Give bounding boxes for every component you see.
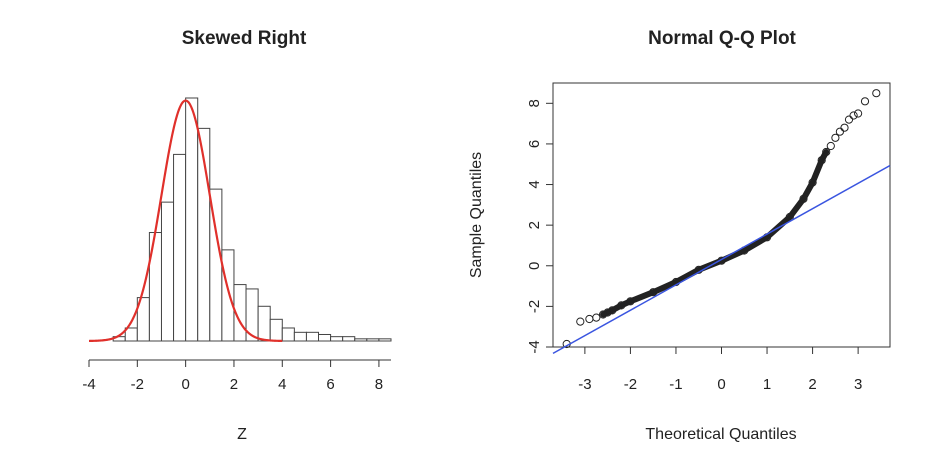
histogram-bar	[221, 249, 235, 342]
qq-point	[831, 133, 840, 142]
histogram-title: Skewed Right	[182, 28, 307, 49]
histogram-x-ticks: -4 -2 0 2 4 6 8	[82, 360, 383, 393]
histogram-bar	[330, 336, 344, 342]
qq-plot-frame	[552, 82, 891, 348]
histogram-x-tick-label: -4	[82, 376, 95, 393]
qq-y-tick-label: 6	[526, 140, 543, 148]
histogram-bar	[378, 338, 392, 342]
histogram-bar	[185, 97, 199, 342]
qq-point	[826, 141, 835, 151]
qq-y-tick-label: -4	[526, 340, 543, 353]
histogram-bar	[293, 331, 307, 342]
qq-point	[576, 317, 585, 326]
qq-point	[599, 310, 608, 319]
qq-point	[808, 178, 817, 187]
qq-x-label: Theoretical Quantiles	[645, 426, 796, 443]
qq-point	[603, 308, 612, 317]
qq-x-tick-label: -3	[578, 376, 591, 393]
qq-point	[860, 97, 870, 106]
qq-point	[608, 306, 617, 315]
histogram-bar	[173, 153, 187, 342]
qq-x-tick-label: 3	[854, 376, 862, 393]
histogram-bar	[354, 338, 368, 342]
histogram-bar	[257, 305, 271, 342]
histogram-bar	[269, 318, 283, 342]
histogram-bar	[160, 201, 175, 342]
qq-point	[626, 297, 635, 306]
qq-sample-points-band	[600, 149, 830, 318]
histogram-x-tick-label: 6	[326, 376, 334, 393]
histogram-bar	[342, 336, 356, 342]
qq-point	[854, 109, 863, 118]
qq-x-tick-label: 2	[808, 376, 816, 393]
histogram-x-tick-label: 2	[230, 376, 238, 393]
histogram-x-tick-label: -2	[131, 376, 144, 393]
histogram-bar	[305, 331, 320, 342]
qq-point	[844, 115, 854, 124]
qq-title: Normal Q-Q Plot	[648, 28, 796, 49]
normal-density-curve	[88, 99, 283, 343]
qq-point	[585, 314, 594, 324]
histogram-x-label: Z	[237, 426, 247, 443]
qq-x-tick-label: 1	[763, 376, 771, 393]
qq-point	[822, 147, 831, 157]
qq-point	[817, 156, 826, 165]
qq-y-tick-label: 8	[526, 99, 543, 107]
qq-point	[799, 194, 808, 203]
histogram-bar	[366, 338, 380, 342]
histogram-bar	[281, 327, 295, 342]
histogram-x-tick-label: 8	[375, 376, 383, 393]
qq-x-tick-label: -1	[669, 376, 682, 393]
qq-x-ticks: -3 -2 -1 0 1 2 3	[578, 347, 862, 393]
qq-y-label: Sample Quantiles	[468, 152, 485, 278]
histogram-bar	[318, 333, 332, 342]
qq-y-tick-label: 0	[526, 262, 543, 270]
histogram-panel: Skewed Right -4 -2 0 2 4 6 8 Z	[82, 28, 392, 443]
qq-point	[849, 111, 858, 120]
qq-x-tick-label: -2	[624, 376, 637, 393]
qq-point	[649, 288, 658, 297]
histogram-x-tick-label: 4	[278, 376, 286, 393]
qq-y-tick-label: 4	[526, 180, 543, 188]
qq-point	[835, 127, 845, 136]
qq-plot-panel: Normal Q-Q Plot -3 -2 -1 0 1 2 3 -4 -2 0 2 4 6 8 The…	[468, 28, 891, 443]
qq-point	[840, 123, 849, 132]
histogram-bars	[112, 97, 392, 342]
qq-point	[872, 89, 881, 98]
qq-reference-line	[552, 164, 891, 355]
qq-y-tick-label: -2	[526, 300, 543, 313]
qq-y-tick-label: 2	[526, 221, 543, 229]
qq-x-tick-label: 0	[717, 376, 725, 393]
histogram-x-tick-label: 0	[181, 376, 189, 393]
qq-y-ticks: -4 -2 0 2 4 6 8	[526, 99, 553, 354]
qq-point	[617, 301, 626, 310]
qq-point	[592, 313, 601, 322]
